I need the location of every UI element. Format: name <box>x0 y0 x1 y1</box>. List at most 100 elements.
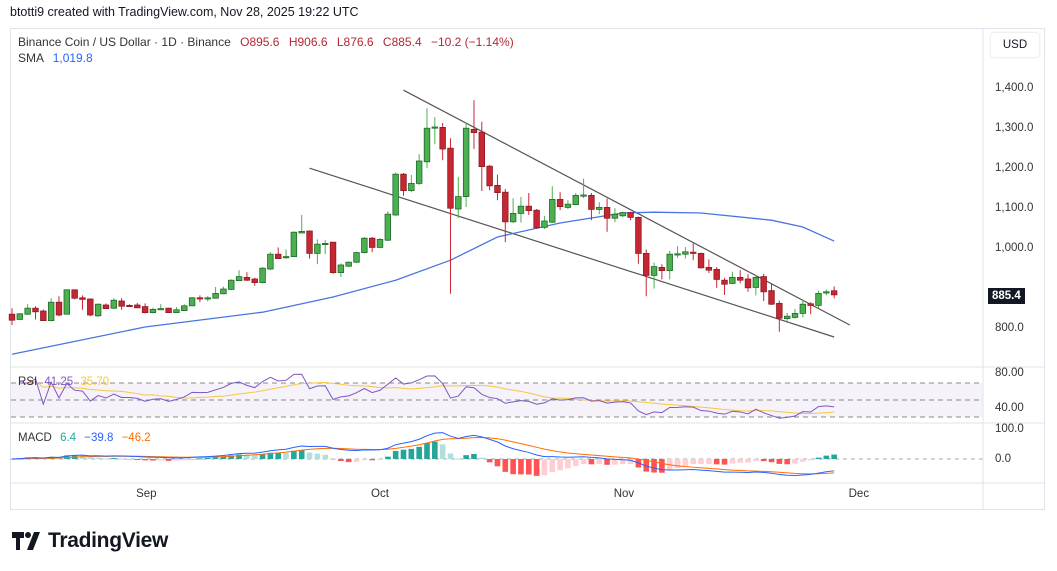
macd-histogram-bar <box>330 458 336 460</box>
macd-histogram-bar <box>322 454 328 459</box>
candle <box>517 197 525 223</box>
candle-body <box>431 126 439 129</box>
macd-histogram-bar <box>173 459 180 461</box>
macd-histogram-bar <box>212 457 219 459</box>
candle-body <box>400 173 407 191</box>
candle <box>760 273 767 301</box>
candle <box>79 295 86 310</box>
candle <box>611 208 619 223</box>
macd-histogram-bar <box>126 458 133 460</box>
candle-body <box>768 290 775 305</box>
candle-body <box>118 300 125 307</box>
rsi-axis-80: 80.00 <box>995 367 1024 379</box>
macd-histogram-bar <box>525 459 532 475</box>
candle-body <box>525 205 532 211</box>
macd-histogram-bar <box>197 458 203 460</box>
tradingview-logo[interactable]: TradingView <box>12 529 168 553</box>
macd-histogram-bar <box>682 459 689 466</box>
macd-signal-line <box>11 436 835 475</box>
candle-body <box>204 297 211 300</box>
rsi-ma-line <box>19 381 835 414</box>
macd-histogram-bar <box>745 459 751 463</box>
candle <box>682 247 689 259</box>
macd-histogram-bar <box>306 452 313 459</box>
macd-axis-100: 100.0 <box>995 423 1024 435</box>
candle <box>447 138 454 294</box>
candle <box>337 263 345 277</box>
candle-body <box>588 194 595 210</box>
macd-legend[interactable]: MACD 6.4 −39.8 −46.2 <box>18 432 151 444</box>
candle-body <box>345 261 352 267</box>
macd-histogram-bar <box>502 459 509 472</box>
rsi-ma-value: 35.70 <box>80 376 110 388</box>
candle <box>666 251 673 280</box>
candle-body <box>823 291 830 294</box>
candle-body <box>298 230 305 234</box>
macd-histogram-bar <box>447 453 454 459</box>
macd-histogram-bar <box>165 459 172 461</box>
candle-body <box>306 230 313 254</box>
macd-histogram-bar <box>463 455 469 459</box>
ohlc-high: H906.6 <box>288 35 328 49</box>
candle <box>376 238 384 249</box>
rsi-lines <box>19 373 835 419</box>
macd-histogram-bar <box>721 459 728 465</box>
candle <box>196 295 204 303</box>
tradingview-logo-icon <box>12 532 40 550</box>
candle-body <box>79 297 86 300</box>
macd-histogram-bar <box>627 459 634 464</box>
macd-line <box>11 432 835 477</box>
currency-button[interactable]: USD <box>990 32 1040 58</box>
candle-body <box>141 306 149 314</box>
candle <box>823 289 830 296</box>
last-price-badge: 885.4 <box>988 288 1025 304</box>
macd-histogram-bar <box>181 459 188 461</box>
candle <box>157 304 164 311</box>
candle-body <box>729 276 736 284</box>
candle-body <box>243 276 251 281</box>
price-axis-label: 1,100.0 <box>995 202 1034 214</box>
candle <box>63 289 71 315</box>
candle-body <box>314 243 321 254</box>
candle-body <box>791 312 799 318</box>
macd-histogram-bar <box>690 459 697 465</box>
candle-body <box>384 213 392 241</box>
macd-histogram-bar <box>220 456 227 459</box>
macd-histogram-bar <box>424 442 430 459</box>
candle-body <box>173 309 180 313</box>
candle-body <box>94 303 102 317</box>
candle-body <box>470 128 478 133</box>
candle <box>259 267 266 284</box>
rsi-line <box>19 373 835 419</box>
candle-body <box>134 304 141 309</box>
candle-body <box>126 304 133 307</box>
candle-body <box>110 299 117 309</box>
macd-histogram-bar <box>471 453 477 459</box>
price-axis-label: 800.0 <box>995 322 1024 334</box>
candle <box>282 249 290 259</box>
candle <box>596 202 603 215</box>
macd-histogram-bar <box>345 459 352 463</box>
candle <box>455 177 462 219</box>
rsi-legend[interactable]: RSI 41.25 35.70 <box>18 376 109 388</box>
candle <box>658 264 666 280</box>
candle <box>149 307 157 314</box>
macd-histogram-bar <box>157 459 164 461</box>
macd-histogram-bar <box>416 446 422 459</box>
candle-body <box>220 288 227 295</box>
candle <box>384 211 392 241</box>
candle-body <box>423 127 431 163</box>
macd-histogram-bar <box>204 457 211 459</box>
candle-body <box>157 308 164 311</box>
brand-name: TradingView <box>48 529 169 552</box>
candle <box>212 287 219 299</box>
sma-legend[interactable]: SMA 1,019.8 <box>18 51 93 65</box>
candle <box>549 186 556 223</box>
candle <box>275 247 282 259</box>
candle <box>744 274 752 292</box>
candle-body <box>181 305 188 311</box>
symbol-title: Binance Coin / US Dollar · 1D · Binance <box>18 35 231 49</box>
macd-lines <box>9 432 837 477</box>
candle <box>635 216 642 264</box>
